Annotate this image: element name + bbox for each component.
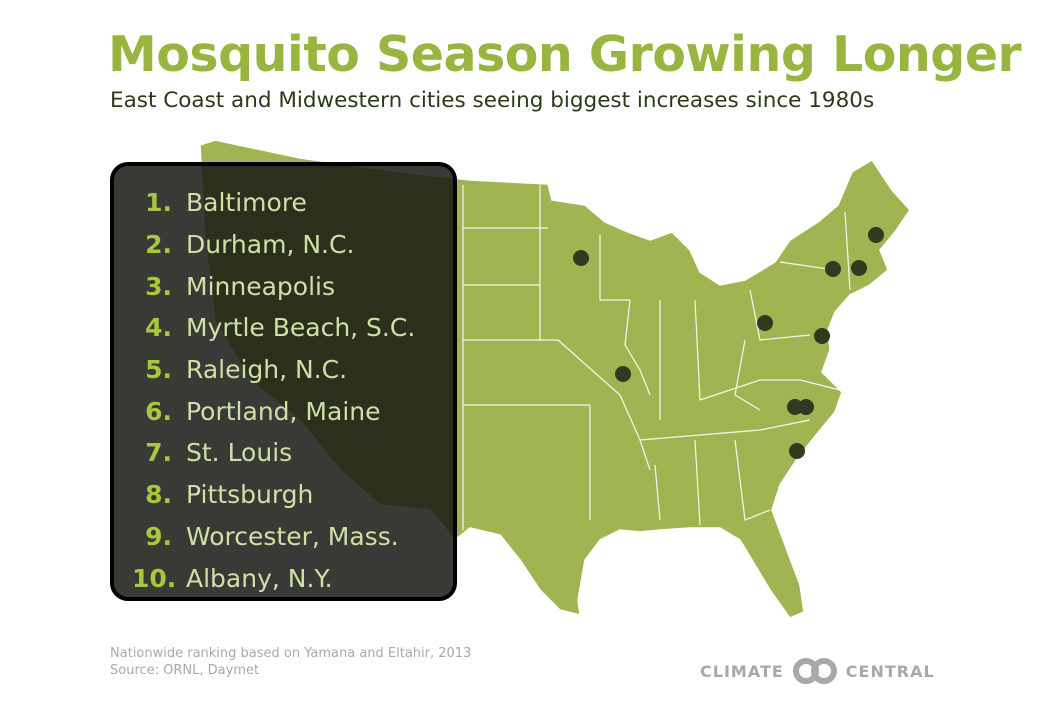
rank-number: 2. [145,230,172,260]
city-name: Pittsburgh [186,480,314,510]
city-name: Raleigh, N.C. [186,355,348,385]
marker-minneapolis[interactable] [573,250,589,266]
marker-portland-maine[interactable] [868,227,884,243]
city-name: Minneapolis [186,271,335,301]
rank-number: 9. [145,521,172,551]
marker-worcester[interactable] [851,260,867,276]
city-name: Baltimore [186,188,307,218]
rank-number: 7. [145,438,172,468]
list-item: 1. Baltimore [132,182,415,224]
rank-number: 8. [145,480,172,510]
marker-baltimore[interactable] [814,328,830,344]
marker-durham[interactable] [787,399,803,415]
city-markers [573,227,884,459]
list-item: 2. Durham, N.C. [132,224,415,266]
ranking-list: 1. Baltimore 2. Durham, N.C. 3. Minneapolis… [132,182,415,599]
list-item: 10. Albany, N.Y. [132,557,415,599]
ranking-panel: 1. Baltimore 2. Durham, N.C. 3. Minneapolis… [110,162,457,601]
city-name: Worcester, Mass. [186,521,399,551]
rank-number: 3. [145,271,172,301]
city-name: Portland, Maine [186,396,381,426]
list-item: 7. St. Louis [132,432,415,474]
footer-notes: Nationwide ranking based on Yamana and E… [110,645,471,679]
rank-number: 10. [132,563,177,593]
page-subtitle: East Coast and Midwestern cities seeing … [110,88,875,113]
city-name: Durham, N.C. [186,230,355,260]
list-item: 6. Portland, Maine [132,390,415,432]
list-item: 4. Myrtle Beach, S.C. [132,307,415,349]
rank-number: 6. [145,396,172,426]
city-name: Albany, N.Y. [186,563,333,593]
rank-number: 5. [145,355,172,385]
climate-central-logo: CLIMATE CENTRAL [700,657,935,685]
marker-st-louis[interactable] [615,366,631,382]
rank-number: 4. [145,313,172,343]
marker-pittsburgh[interactable] [757,315,773,331]
list-item: 5. Raleigh, N.C. [132,349,415,391]
logo-rings-icon [792,658,837,684]
rank-number: 1. [145,188,172,218]
ranking-note: Nationwide ranking based on Yamana and E… [110,646,472,661]
list-item: 8. Pittsburgh [132,474,415,516]
list-item: 9. Worcester, Mass. [132,516,415,558]
city-name: Myrtle Beach, S.C. [186,313,416,343]
list-item: 3. Minneapolis [132,265,415,307]
marker-myrtle-beach[interactable] [789,443,805,459]
logo-text-left: CLIMATE [700,661,784,681]
state-borders [462,185,851,530]
page-title: Mosquito Season Growing Longer [108,26,1022,83]
source-note: Source: ORNL, Daymet [110,663,260,678]
logo-text-right: CENTRAL [845,661,935,681]
city-name: St. Louis [186,438,293,468]
marker-albany[interactable] [825,261,841,277]
marker-raleigh[interactable] [798,399,814,415]
